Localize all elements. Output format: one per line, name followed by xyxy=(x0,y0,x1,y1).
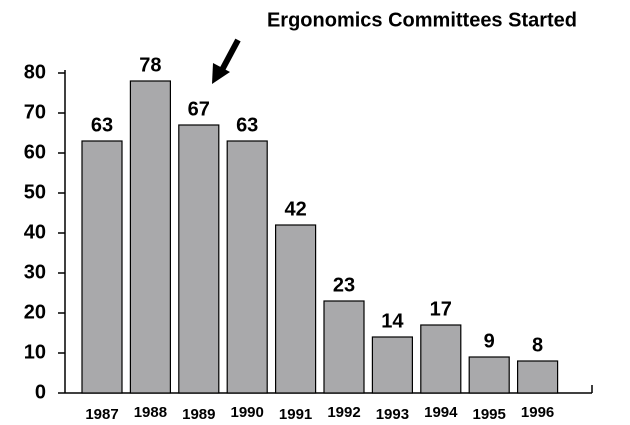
bar xyxy=(129,80,171,394)
y-tick-label: 80 xyxy=(24,61,46,83)
x-tick-label: 1987 xyxy=(85,406,118,423)
bar xyxy=(323,300,365,394)
annotation-arrow xyxy=(212,38,241,84)
annotation: Ergonomics Committees Started xyxy=(267,9,577,31)
value-label: 14 xyxy=(381,310,404,332)
y-tick-label: 0 xyxy=(35,381,46,403)
value-label: 17 xyxy=(430,298,452,320)
value-label: 67 xyxy=(188,98,210,120)
bar xyxy=(275,224,317,394)
x-tick-label: 1994 xyxy=(424,404,458,421)
y-tick-label: 20 xyxy=(24,301,46,323)
value-label: 23 xyxy=(333,274,355,296)
bar xyxy=(178,124,220,394)
y-tick-label: 60 xyxy=(24,141,46,163)
bar xyxy=(81,140,123,394)
bar xyxy=(371,336,413,394)
y-tick-label: 10 xyxy=(24,341,46,363)
x-tick-label: 1993 xyxy=(376,406,409,423)
value-label: 8 xyxy=(532,334,543,356)
x-tick-label: 1995 xyxy=(473,406,506,423)
x-tick-label: 1990 xyxy=(231,404,264,421)
bar xyxy=(226,140,268,394)
x-tick-label: 1989 xyxy=(182,406,215,423)
x-tick-label: 1988 xyxy=(134,404,167,421)
value-label: 42 xyxy=(284,198,306,220)
y-tick-label: 70 xyxy=(24,101,46,123)
y-tick-label: 40 xyxy=(24,221,46,243)
x-tick-label: 1992 xyxy=(327,404,360,421)
value-label: 63 xyxy=(236,114,258,136)
y-tick-label: 30 xyxy=(24,261,46,283)
bar xyxy=(420,324,462,394)
y-tick-label: 50 xyxy=(24,181,46,203)
value-label: 78 xyxy=(139,54,161,76)
value-label: 9 xyxy=(484,330,495,352)
x-tick-label: 1996 xyxy=(521,404,554,421)
value-label: 63 xyxy=(91,114,113,136)
bar xyxy=(516,360,559,394)
bar xyxy=(468,356,510,394)
x-tick-label: 1991 xyxy=(279,406,312,423)
